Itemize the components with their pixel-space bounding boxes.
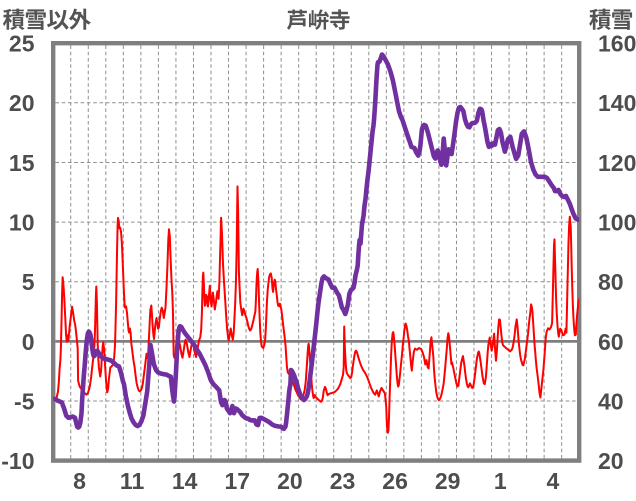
- svg-text:20: 20: [277, 468, 303, 494]
- svg-text:-5: -5: [14, 388, 35, 414]
- svg-text:40: 40: [598, 388, 624, 414]
- svg-text:5: 5: [22, 269, 35, 295]
- svg-text:15: 15: [9, 150, 35, 176]
- svg-text:8: 8: [73, 468, 86, 494]
- svg-text:120: 120: [598, 150, 636, 176]
- svg-text:4: 4: [547, 468, 560, 494]
- svg-text:20: 20: [598, 448, 624, 474]
- svg-text:100: 100: [598, 210, 636, 236]
- svg-text:29: 29: [435, 468, 461, 494]
- svg-text:17: 17: [225, 468, 251, 494]
- svg-text:26: 26: [382, 468, 408, 494]
- svg-text:160: 160: [598, 31, 636, 57]
- svg-text:0: 0: [22, 329, 35, 355]
- svg-text:10: 10: [9, 210, 35, 236]
- svg-text:23: 23: [330, 468, 356, 494]
- svg-text:1: 1: [494, 468, 507, 494]
- svg-text:140: 140: [598, 90, 636, 116]
- svg-text:11: 11: [120, 468, 145, 494]
- svg-text:80: 80: [598, 269, 624, 295]
- svg-text:-10: -10: [1, 448, 34, 474]
- svg-text:20: 20: [9, 90, 35, 116]
- svg-text:14: 14: [172, 468, 198, 494]
- svg-text:25: 25: [9, 31, 35, 57]
- svg-text:60: 60: [598, 329, 624, 355]
